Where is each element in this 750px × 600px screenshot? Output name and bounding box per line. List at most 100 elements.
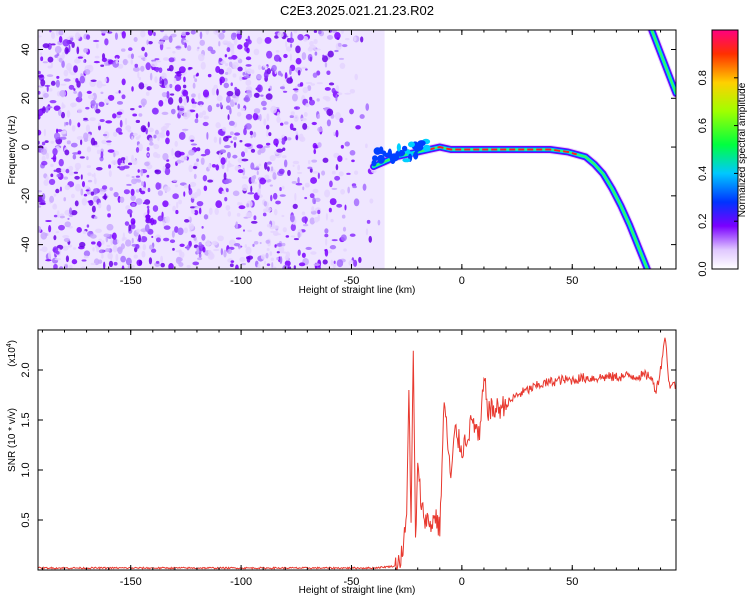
noise-speckle xyxy=(191,210,196,214)
noise-speckle xyxy=(120,157,126,161)
noise-speckle xyxy=(147,40,153,45)
noise-speckle xyxy=(354,170,359,175)
noise-speckle xyxy=(73,65,78,73)
noise-speckle xyxy=(135,189,140,193)
noise-speckle xyxy=(218,41,221,47)
noise-speckle xyxy=(63,197,67,202)
trace-blob xyxy=(402,158,411,163)
noise-speckle xyxy=(290,235,296,238)
noise-speckle xyxy=(220,157,226,165)
noise-speckle xyxy=(168,203,171,206)
noise-speckle xyxy=(221,163,225,170)
noise-speckle xyxy=(56,210,60,219)
noise-speckle xyxy=(140,30,146,38)
noise-speckle xyxy=(215,122,221,129)
noise-speckle xyxy=(245,212,253,218)
noise-speckle xyxy=(333,260,336,264)
noise-speckle xyxy=(285,46,292,52)
noise-speckle xyxy=(256,36,263,45)
noise-speckle xyxy=(146,146,150,152)
noise-speckle xyxy=(55,128,59,134)
noise-speckle xyxy=(58,35,63,43)
noise-speckle xyxy=(38,205,42,208)
noise-speckle xyxy=(118,90,121,94)
noise-speckle xyxy=(220,60,226,65)
noise-speckle xyxy=(273,208,278,216)
noise-speckle xyxy=(95,167,103,171)
noise-speckle xyxy=(95,228,102,234)
noise-speckle xyxy=(264,37,272,44)
noise-speckle xyxy=(182,128,189,131)
noise-speckle xyxy=(301,211,306,216)
noise-speckle xyxy=(131,136,134,140)
noise-speckle xyxy=(292,160,300,165)
noise-speckle xyxy=(262,212,267,217)
noise-speckle xyxy=(275,50,280,53)
noise-speckle xyxy=(153,134,157,139)
noise-speckle xyxy=(326,108,334,116)
noise-speckle xyxy=(270,194,273,202)
noise-speckle xyxy=(270,257,275,261)
noise-speckle xyxy=(63,69,69,77)
noise-speckle xyxy=(68,67,72,74)
noise-speckle xyxy=(309,217,316,225)
noise-speckle xyxy=(90,79,97,83)
noise-speckle xyxy=(83,132,89,141)
noise-region xyxy=(38,30,385,269)
noise-speckle xyxy=(117,246,123,255)
noise-speckle xyxy=(286,77,294,84)
noise-speckle xyxy=(342,226,347,232)
noise-speckle xyxy=(335,164,339,171)
noise-speckle xyxy=(119,119,123,128)
noise-speckle xyxy=(196,246,200,254)
noise-speckle xyxy=(130,223,136,230)
noise-speckle xyxy=(151,235,154,239)
noise-speckle xyxy=(197,92,201,100)
noise-speckle xyxy=(293,106,301,110)
noise-speckle xyxy=(195,113,199,119)
noise-speckle xyxy=(318,30,322,35)
noise-speckle xyxy=(158,40,165,45)
noise-speckle xyxy=(298,262,306,267)
noise-speckle xyxy=(290,111,295,116)
noise-speckle xyxy=(244,244,248,248)
noise-speckle xyxy=(45,152,50,160)
noise-speckle xyxy=(284,72,288,80)
noise-speckle xyxy=(91,205,96,213)
noise-speckle xyxy=(43,93,49,98)
noise-speckle xyxy=(256,84,263,93)
noise-speckle xyxy=(258,182,261,190)
noise-speckle xyxy=(175,256,182,265)
top-y-tick-label-1: -20 xyxy=(20,188,32,204)
noise-speckle xyxy=(259,242,262,245)
noise-speckle xyxy=(151,59,157,62)
noise-speckle xyxy=(218,137,222,145)
noise-speckle xyxy=(277,70,282,76)
noise-speckle xyxy=(292,88,299,91)
noise-speckle xyxy=(177,227,184,236)
noise-speckle xyxy=(80,266,87,269)
noise-speckle xyxy=(152,107,159,115)
top-y-axis: -40 -20 0 20 40 xyxy=(20,43,676,253)
noise-speckle xyxy=(239,256,246,262)
noise-speckle xyxy=(64,149,70,156)
noise-speckle xyxy=(49,195,55,203)
noise-speckle xyxy=(169,83,173,89)
noise-speckle xyxy=(219,149,227,154)
noise-speckle xyxy=(326,70,331,75)
noise-speckle xyxy=(41,160,48,166)
noise-speckle xyxy=(87,172,92,176)
noise-speckle xyxy=(127,209,133,215)
noise-speckle xyxy=(202,174,208,182)
noise-speckle xyxy=(344,38,350,41)
noise-speckle xyxy=(233,141,237,148)
noise-speckle xyxy=(127,54,133,59)
noise-speckle xyxy=(121,265,125,269)
noise-speckle xyxy=(309,44,316,51)
noise-speckle xyxy=(85,106,90,110)
noise-speckle xyxy=(161,92,167,98)
noise-speckle xyxy=(289,115,295,119)
noise-speckle xyxy=(213,84,218,89)
noise-speckle xyxy=(197,101,204,106)
noise-speckle xyxy=(237,157,244,164)
